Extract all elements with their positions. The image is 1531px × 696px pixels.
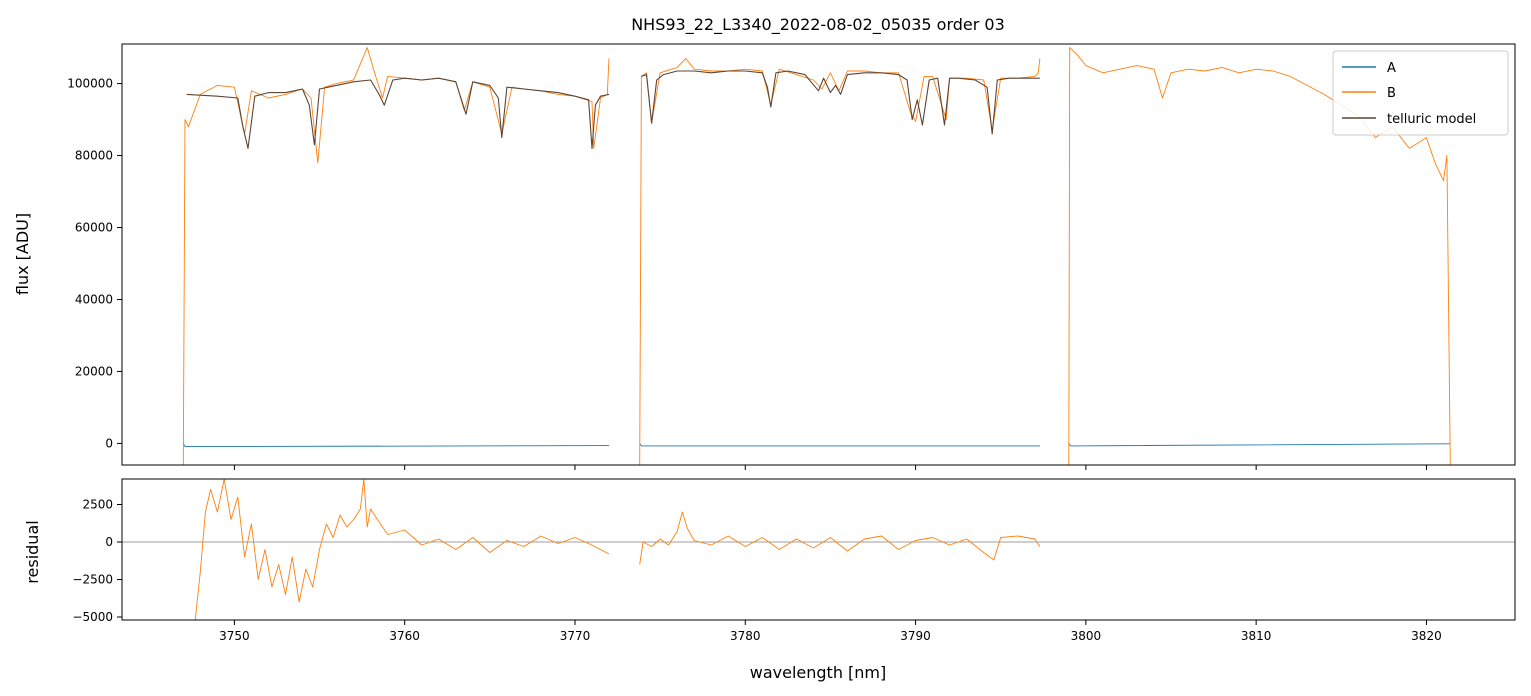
flux-ytick-label: 20000 xyxy=(75,364,113,378)
flux-ytick-label: 100000 xyxy=(67,77,113,91)
legend-label-b: B xyxy=(1387,86,1396,101)
flux-series-b-segment-3 xyxy=(1068,47,1451,465)
chart-title: NHS93_22_L3340_2022-08-02_05035 order 03 xyxy=(631,15,1005,35)
legend: A B telluric model xyxy=(1332,50,1509,136)
legend-label-telluric: telluric model xyxy=(1387,112,1476,127)
residual-xtick-label: 3760 xyxy=(389,629,420,643)
flux-series-b-segment-2 xyxy=(639,57,1041,465)
flux-series-a-segment-2 xyxy=(639,443,1040,447)
residual-axis-label: residual xyxy=(23,520,42,583)
flux-series-b-segment-1 xyxy=(182,47,610,465)
flux-ytick-label: 60000 xyxy=(75,221,113,235)
residual-series-residual-segment-1 xyxy=(194,479,610,620)
residual-plot-area xyxy=(122,479,1515,620)
residual-xtick-label: 3790 xyxy=(900,629,931,643)
flux-ytick-label: 0 xyxy=(105,436,113,450)
residual-panel-frame xyxy=(121,478,1516,621)
residual-panel-ticks: 3750 3760 3770 3780 3790 3800 3810 3820 −5000 −25… xyxy=(72,498,1441,644)
residual-ytick-label: 0 xyxy=(105,535,113,549)
residual-xtick-label: 3820 xyxy=(1411,629,1442,643)
flux-series-telluric-model-segment-1 xyxy=(186,77,610,149)
residual-ytick-label: −2500 xyxy=(72,573,113,587)
residual-xtick-label: 3800 xyxy=(1071,629,1102,643)
legend-label-a: A xyxy=(1387,61,1396,76)
flux-ytick-label: 80000 xyxy=(75,149,113,163)
flux-ytick-label: 40000 xyxy=(75,292,113,306)
residual-series-residual-segment-2 xyxy=(639,511,1041,565)
residual-panel: 3750 3760 3770 3780 3790 3800 3810 3820 −5000 −25… xyxy=(23,478,1516,682)
residual-xtick-label: 3780 xyxy=(730,629,761,643)
flux-panel-frame xyxy=(121,43,1516,466)
flux-series-a-segment-1 xyxy=(182,443,610,448)
flux-series-a-segment-3 xyxy=(1068,443,1451,447)
flux-panel-ticks: 0 20000 40000 60000 80000 100000 xyxy=(67,77,1427,470)
wavelength-axis-label: wavelength [nm] xyxy=(750,663,887,682)
residual-ytick-label: −5000 xyxy=(72,610,113,624)
flux-axis-label: flux [ADU] xyxy=(13,213,32,295)
residual-xtick-label: 3770 xyxy=(560,629,591,643)
residual-ytick-label: 2500 xyxy=(82,498,113,512)
flux-series-telluric-model-segment-2 xyxy=(641,70,1040,135)
flux-panel: 0 20000 40000 60000 80000 100000 flux [ADU] xyxy=(13,43,1516,470)
legend-box xyxy=(1332,50,1509,136)
residual-xtick-label: 3810 xyxy=(1241,629,1272,643)
flux-plot-area xyxy=(182,47,1451,465)
residual-xtick-label: 3750 xyxy=(219,629,250,643)
